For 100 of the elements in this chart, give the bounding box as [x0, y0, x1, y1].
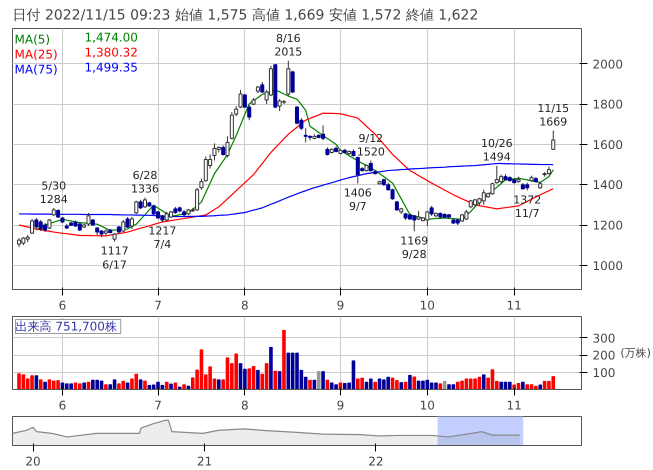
bar [69, 383, 73, 390]
bar [473, 378, 477, 390]
bar [134, 374, 138, 390]
candlestick [368, 160, 373, 172]
candlestick [304, 128, 308, 143]
bar [321, 371, 325, 390]
bar [352, 360, 356, 390]
bar [282, 330, 286, 390]
bar [226, 357, 230, 390]
bar [256, 370, 260, 390]
bar [186, 386, 190, 390]
bar [530, 384, 534, 390]
bar [143, 380, 147, 390]
bar [200, 349, 204, 390]
bar [356, 378, 360, 390]
bar [342, 382, 347, 390]
bar [64, 383, 69, 390]
candlestick [78, 221, 82, 232]
bar [378, 378, 382, 390]
bar [52, 380, 56, 390]
candlestick [290, 70, 295, 94]
candlestick [356, 156, 360, 184]
bar [234, 353, 238, 390]
text: MA(25) [14, 48, 58, 62]
bar [478, 376, 482, 390]
bar [126, 382, 130, 390]
candlestick [204, 156, 208, 182]
bar [60, 382, 64, 390]
bar [38, 379, 43, 390]
annotation: 1,474.00 [84, 30, 138, 44]
candlestick [138, 199, 143, 210]
bar [286, 352, 290, 390]
bar [104, 384, 108, 390]
annotation: 6/28 1336 [130, 168, 159, 196]
bar [542, 380, 546, 390]
text: MA(75) [14, 62, 58, 76]
y-tick-label: 1800 [592, 98, 624, 112]
bar [82, 382, 86, 390]
x-tick-label: 8 [241, 398, 249, 412]
bar [174, 382, 178, 390]
bar [438, 383, 442, 390]
candlestick [30, 218, 34, 235]
candlestick [490, 182, 494, 196]
x-tick-label: 11 [506, 398, 522, 412]
bar [217, 379, 221, 390]
bar [312, 380, 316, 390]
candlestick [482, 189, 486, 206]
x-tick-label: 6 [58, 398, 66, 412]
bar [399, 382, 404, 390]
x-tick-label: 9 [336, 298, 344, 312]
bar [156, 382, 160, 390]
x-tick-label: 9 [336, 398, 344, 412]
bar [408, 374, 412, 390]
bar [74, 382, 78, 390]
bar [100, 380, 104, 390]
annotation: 8/16 2015 [274, 32, 302, 59]
bar [538, 384, 542, 390]
x-tick-label: 6 [58, 298, 66, 312]
bar [30, 375, 34, 390]
candlestick [416, 210, 421, 220]
bar [434, 382, 438, 390]
bar [26, 378, 30, 390]
y-tick-label: 2000 [592, 57, 624, 72]
bar [117, 383, 121, 390]
x-tick-label: 7 [154, 298, 162, 312]
candlestick [425, 210, 430, 227]
annotation: 5/30 1284 [40, 179, 68, 206]
x-tick-label: 8 [241, 298, 249, 312]
bar [364, 382, 368, 390]
annotation: 1217 7/4 [148, 224, 176, 252]
candlestick [152, 204, 156, 216]
annotation: 1169 9/28 [400, 234, 428, 261]
bar [264, 363, 268, 390]
x-tick-label: 11 [506, 298, 522, 312]
bar [516, 382, 520, 390]
candlestick [494, 165, 499, 184]
bar [169, 384, 173, 390]
bar [464, 378, 468, 390]
bar [421, 380, 425, 390]
bar [390, 378, 394, 390]
y-tick-label: 300 [592, 331, 616, 346]
candlestick [16, 238, 22, 248]
candlestick [294, 106, 300, 125]
x-tick-label: 10 [420, 398, 435, 412]
bar [482, 374, 486, 390]
chart-title: 日付 2022/11/15 09:23 始値 1,575 高値 1,669 安値 1,572 終値 1,622 [12, 8, 478, 24]
candlestick [121, 219, 126, 233]
candlestick [225, 136, 230, 158]
bar [386, 376, 390, 390]
candlestick [199, 178, 204, 190]
bar [295, 352, 299, 390]
bar [468, 378, 473, 390]
bar [404, 382, 408, 390]
annotation: 1,499.35 [84, 60, 138, 74]
bar [412, 376, 416, 390]
x-tick-label: 20 [25, 454, 41, 468]
bar [247, 368, 252, 390]
x-tick-label: 21 [196, 454, 212, 468]
x-tick-label: 10 [420, 298, 435, 312]
bar [56, 380, 60, 390]
